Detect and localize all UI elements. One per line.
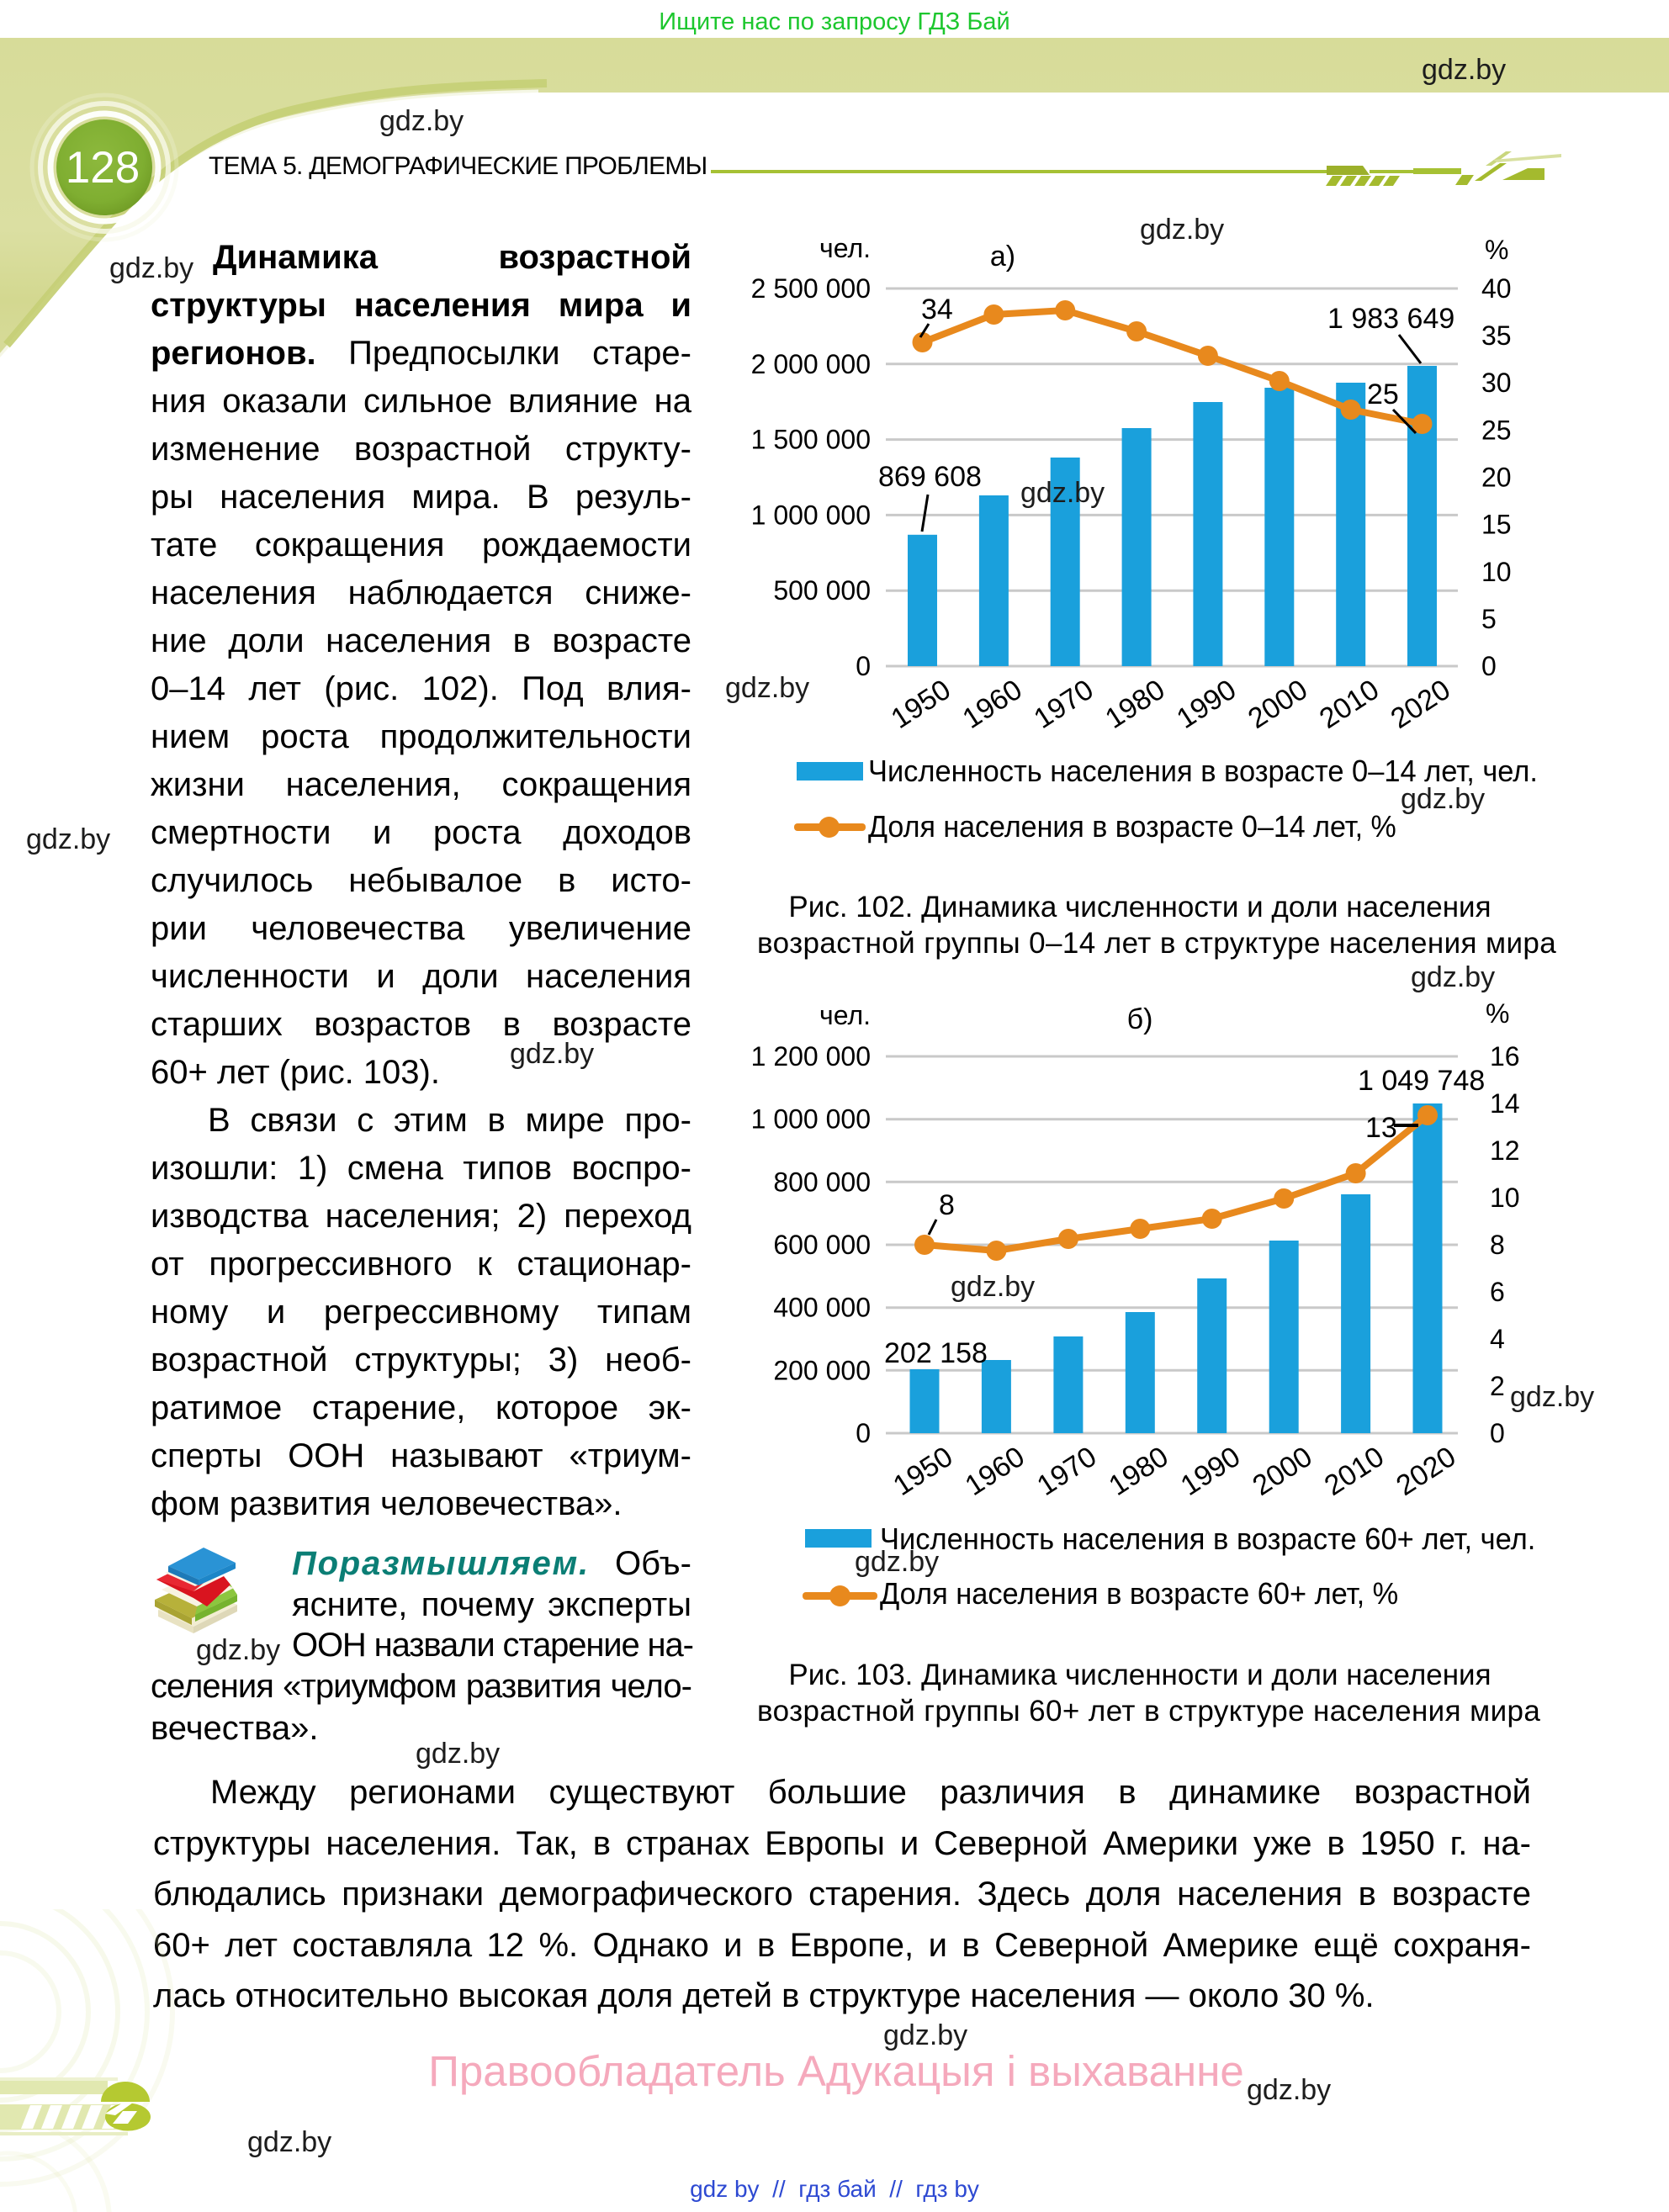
- svg-text:б): б): [1127, 1003, 1153, 1035]
- svg-text:0: 0: [1481, 651, 1497, 681]
- svg-text:1980: 1980: [1099, 674, 1170, 735]
- svg-text:чел.: чел.: [819, 1000, 871, 1030]
- svg-text:1970: 1970: [1031, 1441, 1102, 1502]
- svg-text:6: 6: [1490, 1277, 1505, 1307]
- svg-text:16: 16: [1490, 1041, 1520, 1072]
- svg-text:1 049 748: 1 049 748: [1358, 1065, 1485, 1097]
- svg-text:0: 0: [1490, 1418, 1505, 1448]
- svg-text:2: 2: [1490, 1371, 1505, 1401]
- svg-text:2 000 000: 2 000 000: [751, 349, 871, 379]
- svg-text:2 500 000: 2 500 000: [751, 273, 871, 304]
- svg-text:1990: 1990: [1171, 674, 1242, 735]
- svg-text:10: 10: [1490, 1183, 1520, 1213]
- svg-text:1980: 1980: [1104, 1441, 1174, 1502]
- svg-text:1 000 000: 1 000 000: [751, 1104, 871, 1135]
- svg-text:2000: 2000: [1242, 674, 1313, 735]
- svg-text:1 500 000: 1 500 000: [751, 425, 871, 455]
- svg-text:0: 0: [856, 651, 871, 681]
- svg-text:13: 13: [1365, 1112, 1397, 1144]
- svg-text:2020: 2020: [1386, 674, 1456, 735]
- svg-text:14: 14: [1490, 1088, 1520, 1119]
- svg-text:а): а): [990, 241, 1015, 273]
- svg-text:30: 30: [1481, 368, 1512, 398]
- svg-text:10: 10: [1481, 557, 1512, 587]
- svg-text:500 000: 500 000: [773, 575, 871, 606]
- svg-text:4: 4: [1490, 1324, 1505, 1354]
- svg-text:%: %: [1486, 998, 1509, 1029]
- svg-text:200 000: 200 000: [773, 1355, 871, 1385]
- svg-text:25: 25: [1481, 415, 1512, 445]
- svg-text:202 158: 202 158: [884, 1337, 988, 1369]
- svg-text:35: 35: [1481, 320, 1512, 351]
- svg-text:869 608: 869 608: [878, 461, 982, 493]
- svg-text:5: 5: [1481, 604, 1497, 634]
- svg-text:2000: 2000: [1247, 1441, 1317, 1502]
- svg-text:1 983 649: 1 983 649: [1327, 303, 1454, 335]
- svg-text:8: 8: [1490, 1230, 1505, 1260]
- svg-text:400 000: 400 000: [773, 1293, 871, 1323]
- svg-text:%: %: [1485, 235, 1508, 265]
- svg-text:128: 128: [66, 143, 140, 193]
- svg-text:12: 12: [1490, 1135, 1520, 1166]
- svg-text:1990: 1990: [1175, 1441, 1246, 1502]
- svg-text:1950: 1950: [887, 1441, 958, 1502]
- svg-text:40: 40: [1481, 273, 1512, 304]
- svg-text:1970: 1970: [1028, 674, 1099, 735]
- svg-text:1960: 1960: [960, 1441, 1031, 1502]
- svg-text:2010: 2010: [1314, 674, 1385, 735]
- svg-text:1 000 000: 1 000 000: [751, 500, 871, 530]
- svg-text:2020: 2020: [1391, 1441, 1461, 1502]
- svg-text:1960: 1960: [957, 674, 1028, 735]
- svg-text:0: 0: [856, 1418, 871, 1448]
- svg-text:1 200 000: 1 200 000: [751, 1041, 871, 1072]
- svg-text:20: 20: [1481, 463, 1512, 493]
- svg-text:600 000: 600 000: [773, 1230, 871, 1260]
- svg-text:2010: 2010: [1319, 1441, 1390, 1502]
- svg-text:15: 15: [1481, 510, 1512, 540]
- svg-text:800 000: 800 000: [773, 1167, 871, 1197]
- svg-text:25: 25: [1367, 378, 1399, 410]
- svg-text:чел.: чел.: [819, 233, 871, 263]
- svg-text:34: 34: [921, 294, 953, 325]
- svg-text:1950: 1950: [886, 674, 956, 735]
- svg-text:8: 8: [939, 1189, 955, 1221]
